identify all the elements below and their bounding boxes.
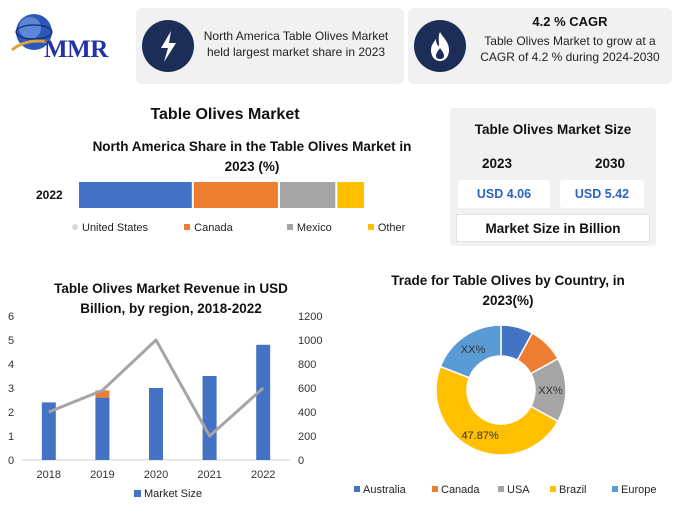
trade-chart-title: Trade for Table Olives by Country, in 20…	[391, 273, 625, 308]
donut-data-label: XX%	[538, 385, 563, 397]
revenue-y-tick-label: 4	[8, 359, 14, 371]
cagr-title: 4.2 % CAGR	[532, 14, 608, 29]
flame-icon	[414, 20, 466, 72]
revenue-y-tick-label: 2	[8, 407, 14, 419]
revenue-y2-tick-label: 1000	[298, 335, 322, 347]
revenue-y2-tick-label: 1200	[298, 311, 322, 323]
na-share-bar-segment-2	[193, 182, 278, 208]
revenue-y-tick-label: 6	[8, 311, 14, 323]
revenue-legend-label: Market Size	[144, 488, 202, 500]
trade-legend: Australia Canada USA Brazil Europe	[354, 484, 656, 496]
revenue-y-tick-label: 0	[8, 455, 14, 467]
legend-item-other: Other	[367, 222, 405, 234]
revenue-bar-segment-2019	[95, 390, 110, 398]
na-share-chart-title: North America Share in the Table Olives …	[92, 139, 412, 174]
donut-slice-europe	[439, 324, 502, 379]
legend-item-canada: Canada	[184, 222, 233, 234]
legend-swatch-usa	[498, 486, 504, 492]
revenue-trend-line	[48, 338, 265, 438]
highlight-text: North America Table Olives Market held l…	[203, 29, 389, 59]
revenue-x-tick-label: 2022	[251, 469, 275, 481]
legend-label-europe: Europe	[621, 484, 656, 496]
revenue-x-tick-label: 2019	[90, 469, 114, 481]
revenue-y2-tick-label: 0	[298, 455, 304, 467]
globe-icon	[11, 14, 53, 52]
revenue-y-tick-label: 3	[8, 383, 14, 395]
legend-swatch-europe	[612, 486, 618, 492]
donut-slice-brazil	[435, 365, 559, 456]
legend-label-usa: USA	[507, 484, 530, 496]
revenue-y-tick-label: 5	[8, 335, 14, 347]
legend-swatch-brazil	[550, 486, 556, 492]
revenue-bar-2020	[149, 388, 163, 460]
market-size-card: Table Olives Market Size 2023 2030 USD 4…	[450, 108, 656, 246]
market-size-year-2030: 2030	[595, 156, 626, 171]
legend-label-australia: Australia	[363, 484, 407, 496]
market-size-value-2023: USD 4.06	[458, 180, 550, 208]
revenue-x-tick-label: 2018	[37, 469, 61, 481]
revenue-x-tick-label: 2020	[144, 469, 168, 481]
na-share-bar-chart	[79, 182, 364, 208]
market-size-footer: Market Size in Billion	[456, 214, 650, 242]
na-share-bar-segment-4	[337, 182, 364, 208]
revenue-y-tick-label: 1	[8, 431, 14, 443]
logo-text: MMR	[44, 36, 108, 63]
legend-swatch-canada	[432, 486, 438, 492]
trade-donut-chart: XX% 47.87% XX% Australia Canada USA Brazil Euro…	[354, 324, 656, 496]
legend-item-united-states: United States	[72, 222, 148, 234]
revenue-legend-swatch	[134, 490, 141, 497]
revenue-bar-2018	[41, 402, 56, 460]
revenue-y2-tick-label: 800	[298, 359, 316, 371]
na-share-year-label: 2022	[36, 188, 63, 202]
market-size-year-2023: 2023	[482, 156, 513, 171]
highlight-card-market-share: North America Table Olives Market held l…	[136, 8, 404, 84]
revenue-x-tick-label: 2021	[197, 469, 221, 481]
revenue-bar-2022	[256, 344, 271, 460]
donut-data-label: 47.87%	[461, 430, 499, 442]
page-title: Table Olives Market	[150, 106, 300, 123]
revenue-legend: Market Size	[134, 488, 202, 500]
legend-swatch-australia	[354, 486, 360, 492]
lightning-icon	[142, 20, 194, 72]
na-share-bar-segment-1	[79, 182, 192, 208]
revenue-combo-chart: 0 1 2 3 4 5 6 0 200 400 600 800 1000 1200 2018 2019 2020…	[8, 311, 322, 500]
revenue-bar-2019	[95, 397, 110, 460]
na-share-bar-segment-3	[279, 182, 336, 208]
cagr-text: Table Olives Market to grow at a CAGR of…	[480, 34, 660, 64]
revenue-y2-tick-label: 200	[298, 431, 316, 443]
legend-label-canada: Canada	[441, 484, 480, 496]
mmr-logo: MMR	[6, 8, 126, 64]
legend-item-mexico: Mexico	[286, 222, 332, 234]
revenue-y2-tick-label: 400	[298, 407, 316, 419]
legend-label-brazil: Brazil	[559, 484, 587, 496]
revenue-chart-title: Table Olives Market Revenue in USD Billi…	[54, 281, 288, 316]
highlight-card-cagr: 4.2 % CAGR Table Olives Market to grow a…	[408, 8, 672, 84]
donut-data-label: XX%	[461, 344, 486, 356]
market-size-value-2030: USD 5.42	[560, 180, 644, 208]
market-size-title: Table Olives Market Size	[474, 122, 632, 137]
revenue-y2-tick-label: 600	[298, 383, 316, 395]
na-share-legend: United States Canada Mexico Other	[72, 222, 405, 234]
revenue-bar-2021	[202, 376, 217, 460]
